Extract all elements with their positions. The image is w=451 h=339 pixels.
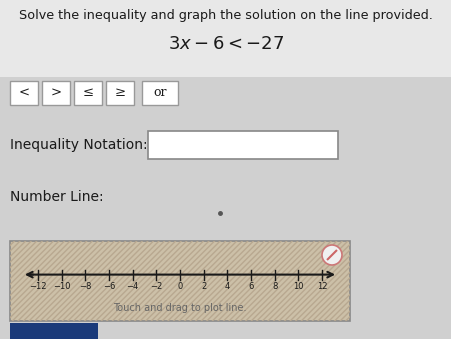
Text: −4: −4 xyxy=(126,282,138,291)
Circle shape xyxy=(321,245,341,265)
Text: ≥: ≥ xyxy=(114,86,125,100)
FancyBboxPatch shape xyxy=(147,131,337,159)
Bar xyxy=(10,323,98,339)
Text: >: > xyxy=(51,86,61,100)
Text: 4: 4 xyxy=(224,282,230,291)
FancyBboxPatch shape xyxy=(106,81,133,105)
Text: Number Line:: Number Line: xyxy=(10,190,103,204)
Text: −8: −8 xyxy=(79,282,91,291)
FancyBboxPatch shape xyxy=(74,81,102,105)
Text: Solve the inequality and graph the solution on the line provided.: Solve the inequality and graph the solut… xyxy=(19,9,432,22)
FancyBboxPatch shape xyxy=(10,241,349,321)
Text: −10: −10 xyxy=(53,282,70,291)
Text: −12: −12 xyxy=(29,282,46,291)
FancyBboxPatch shape xyxy=(10,81,38,105)
Text: 2: 2 xyxy=(201,282,206,291)
Text: $3x - 6 < -27$: $3x - 6 < -27$ xyxy=(167,35,284,53)
FancyBboxPatch shape xyxy=(42,81,70,105)
Text: <: < xyxy=(18,86,29,100)
Bar xyxy=(0,77,451,339)
Text: ≤: ≤ xyxy=(82,86,93,100)
Text: or: or xyxy=(153,86,166,100)
Text: Touch and drag to plot line.: Touch and drag to plot line. xyxy=(113,303,246,313)
Text: −2: −2 xyxy=(150,282,162,291)
Text: Inequality Notation:: Inequality Notation: xyxy=(10,138,147,152)
FancyBboxPatch shape xyxy=(142,81,178,105)
Text: 12: 12 xyxy=(316,282,327,291)
Text: 0: 0 xyxy=(177,282,182,291)
Text: −6: −6 xyxy=(102,282,115,291)
Text: 10: 10 xyxy=(293,282,303,291)
Text: 6: 6 xyxy=(248,282,253,291)
Text: 8: 8 xyxy=(272,282,277,291)
